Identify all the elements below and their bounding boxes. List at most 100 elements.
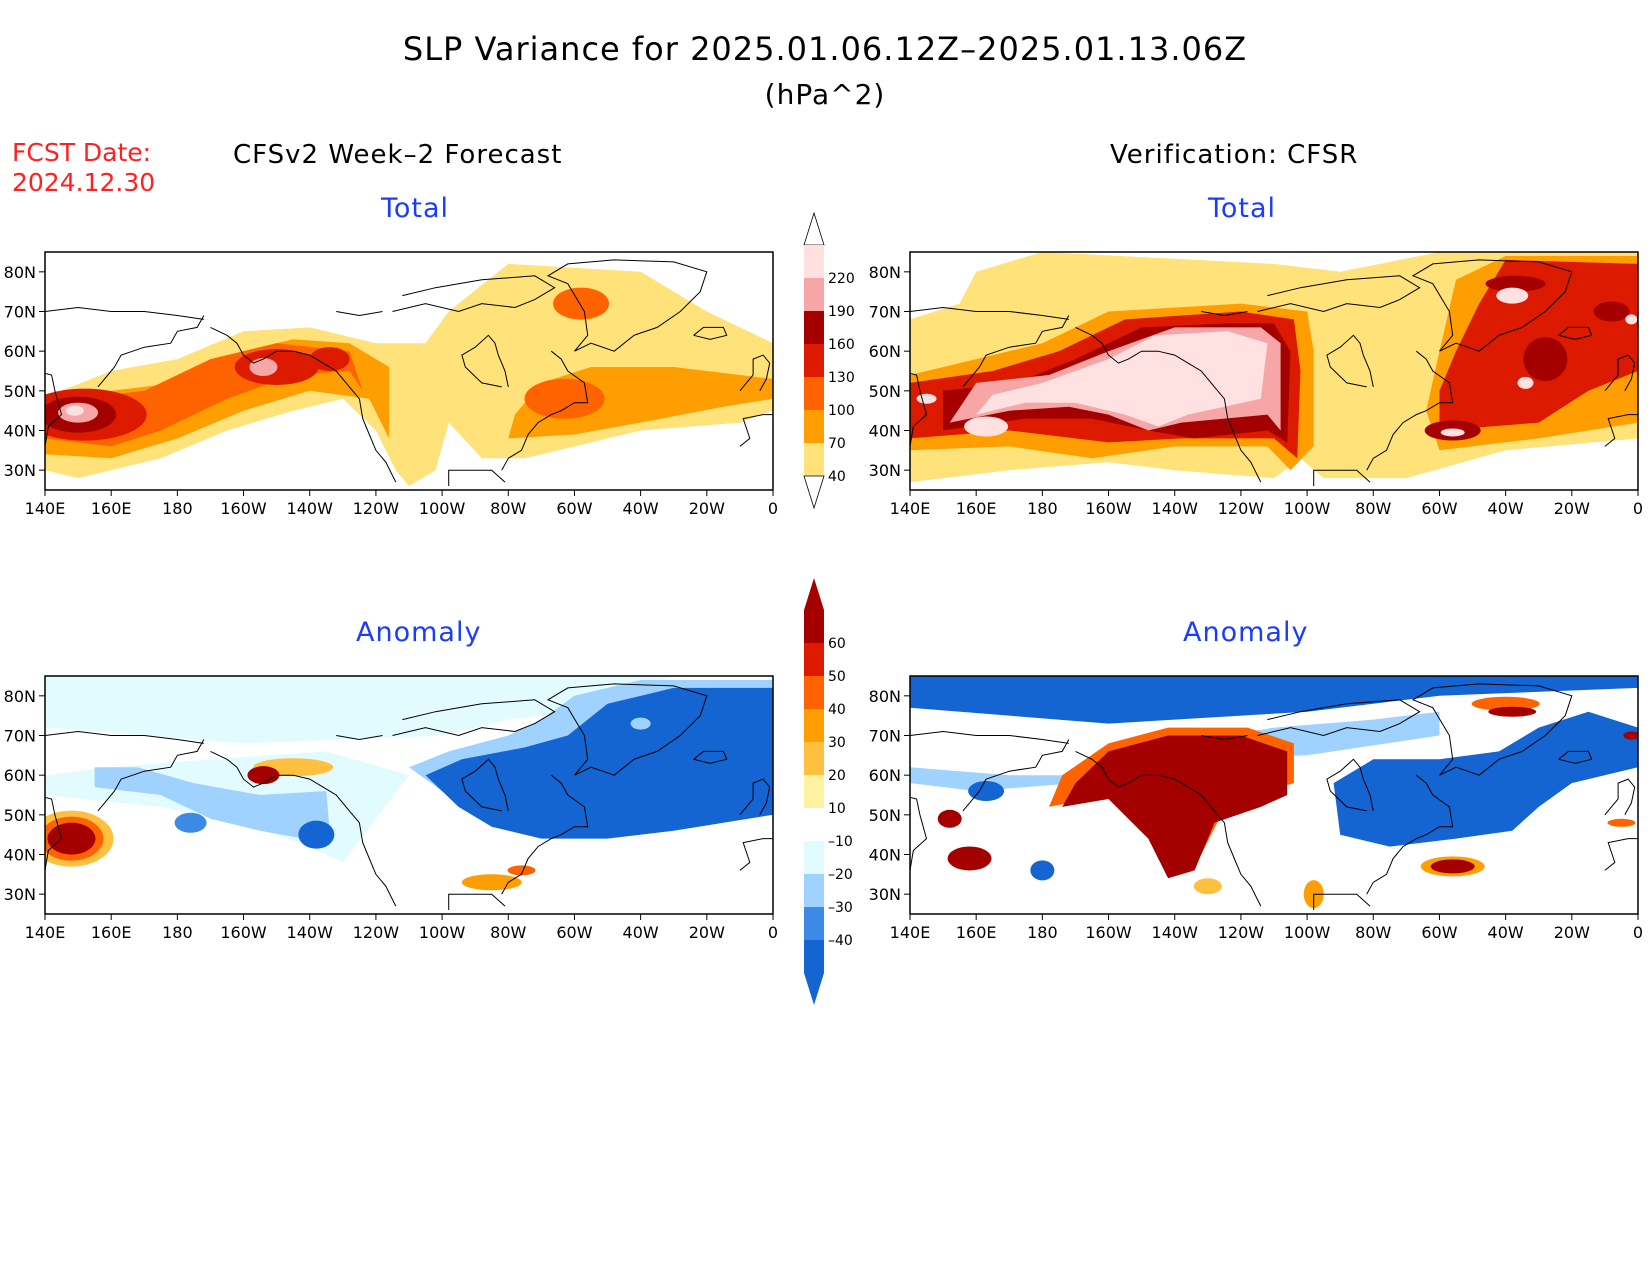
verify-anomaly-lon-tick-label: 120W: [1218, 923, 1265, 942]
fa-fill-minus10-north: [45, 676, 674, 744]
va-fill-60-pacific: [947, 846, 992, 871]
verify-anomaly-coastline-7: [1558, 750, 1593, 764]
anomaly-colorbar-label: –20: [828, 867, 853, 883]
forecast-anomaly-coastlines: [45, 683, 773, 910]
fa-fill-60-alaska: [247, 766, 280, 785]
forecast-anomaly-shading: [45, 676, 773, 891]
anomaly-colorbar-label: –10: [828, 834, 853, 850]
units-label: (hPa^2): [764, 78, 886, 111]
total-colorbar-swatch: [804, 410, 824, 443]
vt-fill-220-japan: [964, 416, 1009, 437]
anomaly-colorbar-swatch: [804, 742, 824, 775]
ft-fill-100-atlantic: [524, 378, 605, 419]
forecast-anomaly-coastline-12: [336, 735, 383, 741]
verify-anomaly-lon-tick-label: 140E: [890, 923, 931, 942]
anomaly-colorbar-swatch: [804, 940, 824, 973]
forecast-anomaly-coastline-8: [739, 778, 771, 816]
anomaly-colorbar-label: 30: [828, 735, 846, 751]
verify-anomaly-coastline-0: [910, 796, 928, 871]
verify-anomaly-title: Anomaly: [1183, 617, 1309, 648]
forecast-anomaly-lat-tick-label: 30N: [4, 885, 36, 904]
verify-total-lon-tick-label: 80W: [1355, 499, 1391, 518]
forecast-total-coastline-5: [461, 334, 509, 388]
forecast-total-lat-tick-label: 70N: [4, 303, 36, 322]
verify-anomaly-lon-tick-label: 0: [1633, 923, 1643, 942]
total-colorbar-top-arrow: [803, 211, 825, 246]
verify-anomaly-coastline-1: [962, 739, 1070, 812]
verify-anomaly-coastline-11: [910, 730, 1069, 744]
anomaly-colorbar-label: –40: [828, 933, 853, 949]
forecast-total-coastline-10: [392, 275, 556, 313]
forecast-total-coastline-1: [97, 315, 205, 388]
va-fill-60-japan: [937, 809, 962, 828]
forecast-anomaly-lon-tick-label: 140W: [287, 923, 334, 942]
forecast-total-lon-tick-label: 140E: [25, 499, 66, 518]
verify-anomaly-coastline-5: [1326, 758, 1374, 812]
forecast-anomaly-coastline-4: [501, 774, 589, 895]
verify-total-coastlines: [910, 259, 1638, 486]
forecast-total-lat-tick-label: 30N: [4, 461, 36, 480]
forecast-anomaly-frame: [44, 675, 774, 915]
verify-total-coastline-12: [1201, 311, 1248, 317]
verify-anomaly-coastline-6: [1411, 683, 1573, 776]
vt-fill-220-atlantic: [1517, 376, 1534, 389]
va-fill-minus40-north: [910, 676, 1638, 724]
anomaly-colorbar-swatch: [804, 808, 824, 841]
verification-column-title: Verification: CFSR: [1110, 140, 1359, 170]
forecast-anomaly-lon-tick-label: 160E: [91, 923, 132, 942]
verify-anomaly-coastlines: [910, 683, 1638, 910]
verify-total-lon-tick-label: 100W: [1284, 499, 1331, 518]
verify-total-lat-tick-label: 70N: [869, 303, 901, 322]
forecast-total-lon-tick-label: 100W: [419, 499, 466, 518]
forecast-total-lon-tick-label: 160E: [91, 499, 132, 518]
verify-total-lon-tick-label: 160E: [956, 499, 997, 518]
vt-fill-220-greenland: [1496, 287, 1529, 304]
forecast-total-coastline-8: [739, 354, 771, 392]
verify-total-title: Total: [1208, 193, 1277, 224]
verify-anomaly-lat-tick-label: 80N: [869, 687, 901, 706]
verify-total-lon-tick-label: 40W: [1488, 499, 1524, 518]
verify-total-lon-tick-label: 140E: [890, 499, 931, 518]
verify-anomaly-frame: [909, 675, 1639, 915]
verify-total-coastline-4: [1366, 350, 1454, 471]
forecast-total-lon-tick-label: 20W: [689, 499, 725, 518]
anomaly-colorbar-label: 40: [828, 702, 846, 718]
vt-fill-160-norway: [1593, 301, 1630, 322]
forecast-total-lon-tick-label: 120W: [353, 499, 400, 518]
verify-total-lon-tick-label: 20W: [1554, 499, 1590, 518]
forecast-anomaly-lat-tick-label: 60N: [4, 766, 36, 785]
verify-anomaly-lon-tick-label: 100W: [1284, 923, 1331, 942]
anomaly-colorbar-swatch: [804, 676, 824, 709]
verify-anomaly-lon-tick-label: 140W: [1152, 923, 1199, 942]
verify-anomaly-lon-tick-label: 160W: [1085, 923, 1132, 942]
verify-anomaly-lon-tick-label: 180: [1027, 923, 1058, 942]
forecast-anomaly-lon-tick-label: 60W: [556, 923, 592, 942]
forecast-total-coastlines: [45, 259, 773, 486]
vt-fill-220-norway: [1625, 314, 1638, 325]
forecast-anomaly-lon-tick-label: 160W: [220, 923, 267, 942]
forecast-total-frame: [44, 251, 774, 491]
forecast-total-shading: [45, 263, 773, 486]
verify-total-lat-tick-label: 80N: [869, 263, 901, 282]
verify-total-lon-tick-label: 140W: [1152, 499, 1199, 518]
verify-total-coastline-9: [1604, 414, 1638, 447]
forecast-anomaly-lon-tick-label: 180: [162, 923, 193, 942]
total-colorbar-label: 190: [828, 304, 855, 320]
verify-total-lat-tick-label: 50N: [869, 382, 901, 401]
forecast-anomaly-coastline-1: [97, 739, 205, 812]
forecast-total-lat-tick-label: 60N: [4, 342, 36, 361]
fcst-date-block: FCST Date: 2024.12.30: [12, 138, 155, 198]
forecast-total-coastline-6: [546, 259, 708, 352]
forecast-anomaly-lat-tick-label: 70N: [4, 727, 36, 746]
va-fill-40-europe: [1607, 818, 1636, 827]
fcst-date-value: 2024.12.30: [12, 168, 156, 197]
anomaly-colorbar-bottom-arrow: [804, 973, 824, 1005]
vt-fill-220-nwatl: [1440, 428, 1465, 437]
forecast-anomaly-lon-tick-label: 20W: [689, 923, 725, 942]
verify-total-map: 140E 160E 180 160W 140W 120W 100W 80W 60W 40W 20W 0…: [865, 251, 1645, 532]
total-colorbar-swatch: [804, 245, 824, 278]
forecast-total-lon-tick-label: 180: [162, 499, 193, 518]
anomaly-colorbar: 60 50 40 30 20 10 –10 –20 –30 –40: [800, 575, 890, 1012]
anomaly-colorbar-swatch: [804, 841, 824, 874]
forecast-total-map: 140E 160E 180 160W 140W 120W 100W 80W 60W 40W 20W 0…: [0, 251, 780, 532]
